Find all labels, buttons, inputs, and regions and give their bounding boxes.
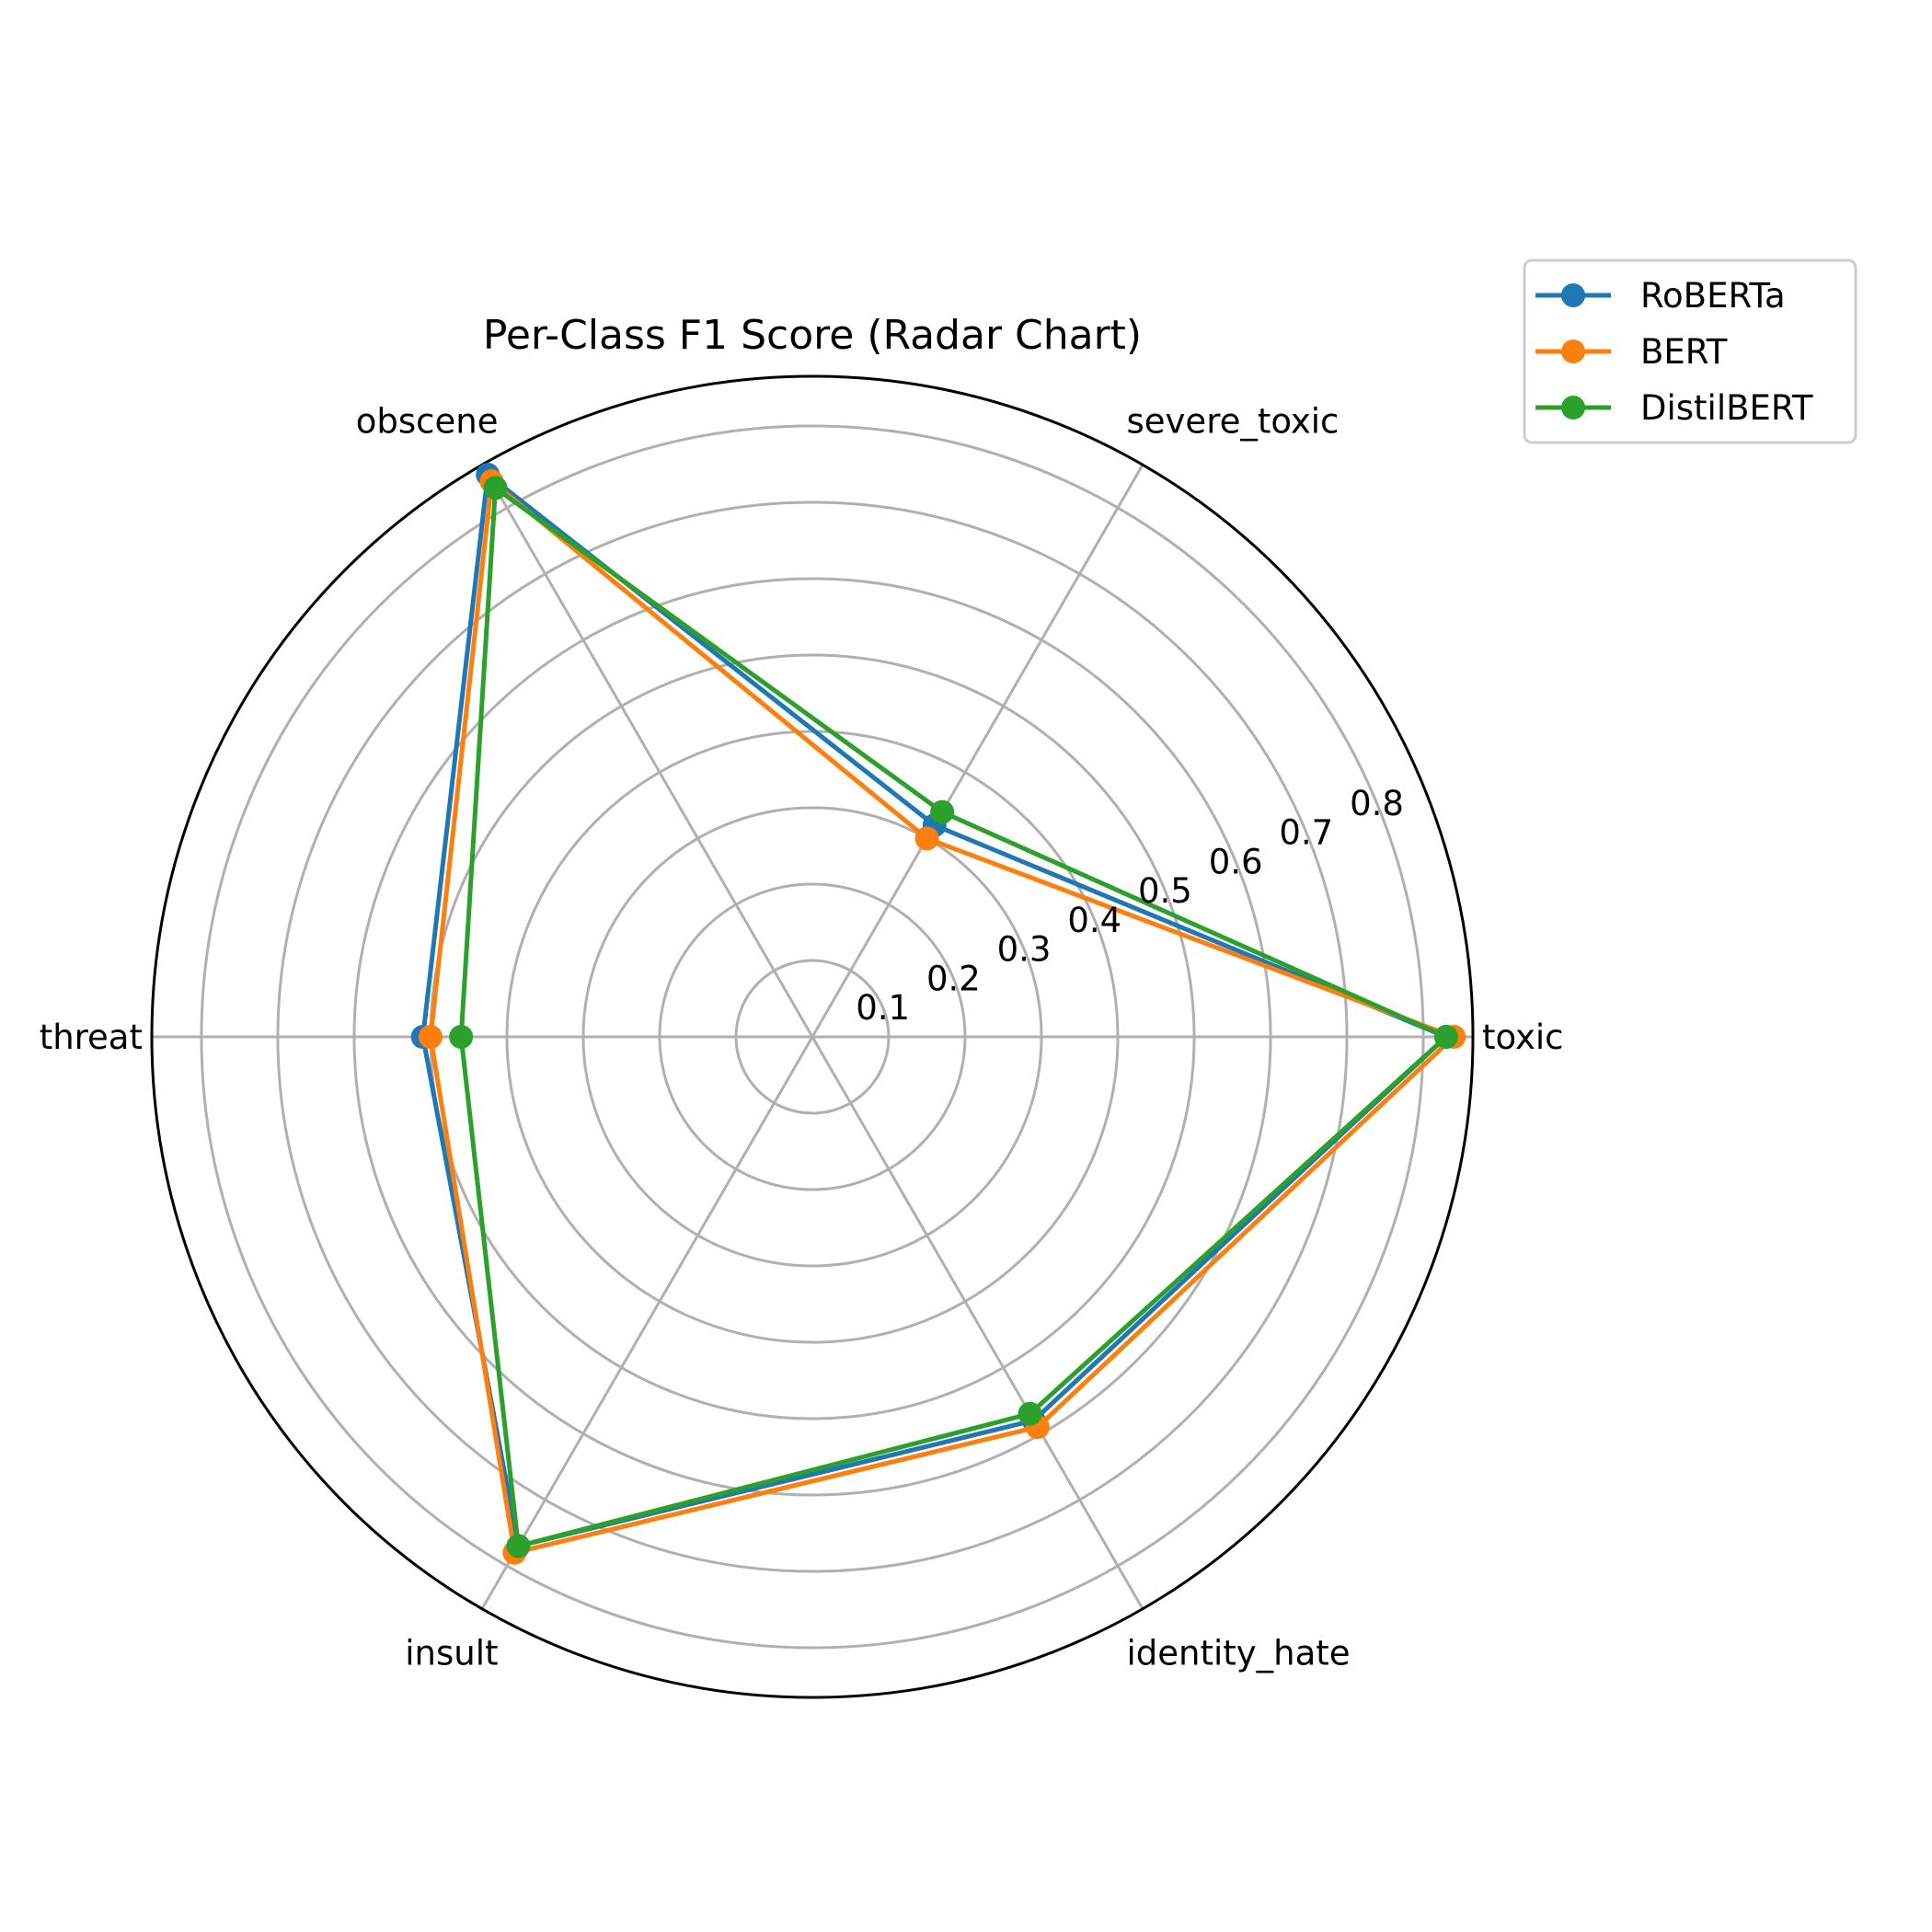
category-label-obscene: obscene bbox=[356, 402, 499, 442]
category-label-toxic: toxic bbox=[1482, 1018, 1564, 1057]
outer-ring bbox=[150, 374, 1475, 1699]
legend-item: RoBERTa bbox=[1535, 276, 1786, 316]
data-point bbox=[914, 826, 939, 851]
r-tick-label: 0.8 bbox=[1350, 784, 1404, 823]
series-layer bbox=[410, 462, 1466, 1565]
r-tick-label: 0.3 bbox=[997, 930, 1052, 970]
series-bert bbox=[418, 469, 1466, 1565]
r-tick-label: 0.4 bbox=[1067, 901, 1121, 940]
chart-title: Per-Class F1 Score (Radar Chart) bbox=[483, 312, 1142, 359]
grid-spoke bbox=[480, 1036, 814, 1610]
data-point bbox=[506, 1534, 531, 1558]
data-point bbox=[418, 1025, 443, 1049]
data-point bbox=[1433, 1025, 1458, 1049]
category-label-insult: insult bbox=[405, 1633, 498, 1673]
category-label-identity-hate: identity_hate bbox=[1127, 1633, 1351, 1673]
r-tick-label: 0.5 bbox=[1138, 871, 1192, 911]
axis-labels: 0.1 0.2 0.3 0.4 0.5 0.6 0.7 0.8 toxic severe_toxi… bbox=[40, 402, 1564, 1673]
legend: RoBERTa BERT DistilBERT bbox=[1523, 259, 1857, 444]
r-tick-label: 0.6 bbox=[1209, 842, 1263, 881]
legend-label: RoBERTa bbox=[1640, 276, 1786, 316]
data-point bbox=[449, 1025, 474, 1049]
grid-spoke bbox=[811, 1036, 1144, 1610]
legend-label: DistilBERT bbox=[1640, 388, 1813, 428]
grid-spoke bbox=[811, 464, 1144, 1038]
grid-spoke bbox=[480, 464, 814, 1038]
legend-box bbox=[1523, 259, 1857, 444]
legend-item: DistilBERT bbox=[1535, 388, 1813, 428]
data-point bbox=[1018, 1401, 1042, 1426]
category-label-severe-toxic: severe_toxic bbox=[1127, 402, 1340, 442]
series-distilbert bbox=[449, 476, 1458, 1558]
series-line bbox=[420, 472, 1448, 1548]
legend-marker bbox=[1561, 283, 1585, 307]
legend-marker bbox=[1561, 339, 1585, 363]
r-tick-label: 0.7 bbox=[1279, 813, 1333, 853]
category-label-threat: threat bbox=[40, 1018, 143, 1057]
legend-marker bbox=[1561, 396, 1585, 420]
data-point bbox=[930, 799, 955, 824]
data-point bbox=[483, 476, 508, 500]
r-tick-label: 0.1 bbox=[856, 988, 910, 1028]
series-roberta bbox=[410, 462, 1458, 1558]
r-tick-label: 0.2 bbox=[926, 959, 981, 998]
legend-label: BERT bbox=[1640, 332, 1728, 372]
legend-item: BERT bbox=[1535, 332, 1728, 372]
polar-grid bbox=[150, 374, 1475, 1699]
